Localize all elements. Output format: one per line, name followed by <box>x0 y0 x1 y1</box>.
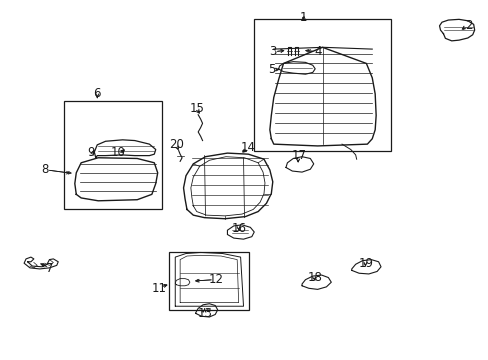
Text: 8: 8 <box>41 163 48 176</box>
Text: 17: 17 <box>291 149 306 162</box>
Text: 13: 13 <box>198 307 212 320</box>
Text: 5: 5 <box>267 63 275 76</box>
Text: 10: 10 <box>110 145 125 158</box>
Text: 7: 7 <box>45 262 53 275</box>
Text: 16: 16 <box>232 222 246 235</box>
Text: 12: 12 <box>208 273 224 286</box>
Text: 11: 11 <box>151 282 166 295</box>
Text: 14: 14 <box>241 140 255 153</box>
Text: 20: 20 <box>168 138 183 151</box>
Bar <box>168 252 249 310</box>
Text: 4: 4 <box>313 45 321 58</box>
Text: 6: 6 <box>93 87 101 100</box>
Text: 19: 19 <box>358 257 373 270</box>
Text: 9: 9 <box>87 145 95 158</box>
Text: 2: 2 <box>464 19 471 32</box>
Text: 1: 1 <box>299 12 306 24</box>
Text: 3: 3 <box>268 45 276 58</box>
Text: 15: 15 <box>189 102 203 115</box>
Text: 18: 18 <box>307 271 322 284</box>
Bar <box>64 101 161 210</box>
Bar <box>254 19 390 151</box>
